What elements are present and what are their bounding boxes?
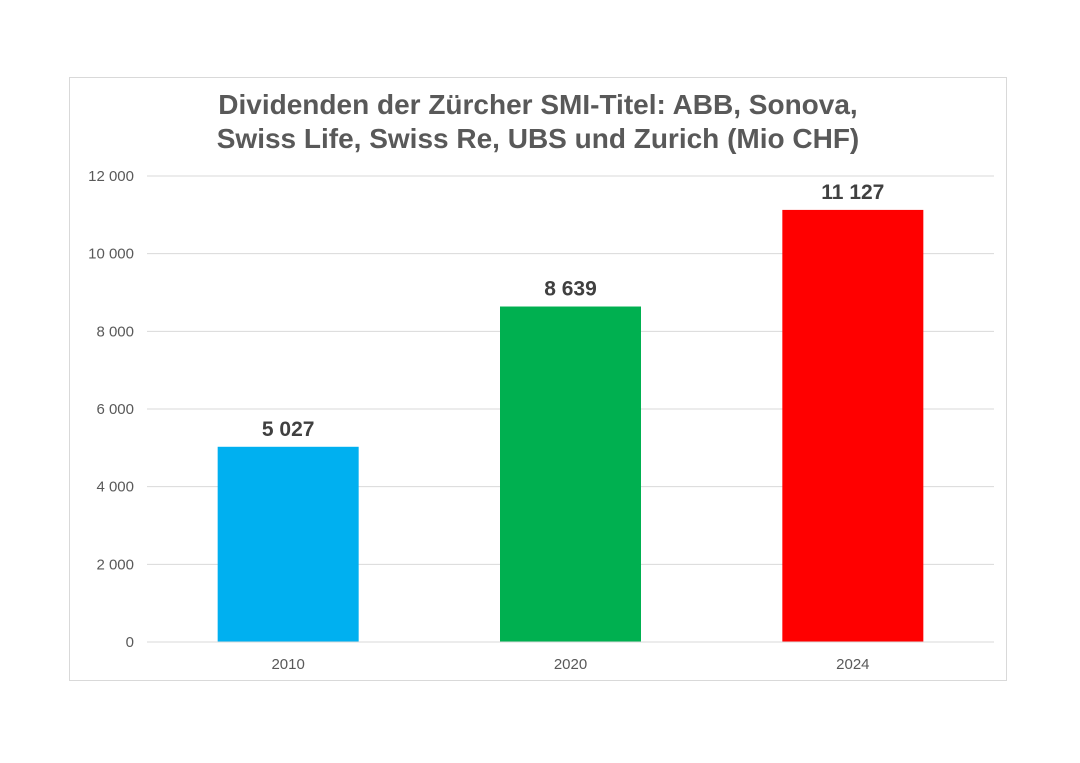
chart-title: Dividenden der Zürcher SMI-Titel: ABB, S…	[69, 88, 1007, 156]
bar-2010	[217, 446, 359, 642]
data-label-2010: 5 027	[262, 418, 315, 441]
bar-2024	[782, 209, 924, 643]
y-tick-label: 4 000	[96, 479, 134, 496]
y-tick-label: 0	[126, 634, 134, 651]
bar-2020	[500, 306, 641, 642]
y-tick-label: 10 000	[88, 246, 134, 263]
y-tick-label: 6 000	[96, 401, 134, 418]
y-tick-label: 12 000	[88, 168, 134, 185]
x-tick-label: 2024	[836, 656, 869, 673]
chart-title-line-1: Dividenden der Zürcher SMI-Titel: ABB, S…	[218, 89, 858, 120]
data-label-2024: 11 127	[821, 181, 884, 204]
chart-title-line-2: Swiss Life, Swiss Re, UBS und Zurich (Mi…	[216, 123, 860, 154]
x-tick-label: 2020	[554, 656, 587, 673]
chart-frame	[69, 77, 1007, 681]
x-tick-label: 2010	[271, 656, 304, 673]
data-label-2020: 8 639	[544, 278, 597, 301]
y-tick-label: 2 000	[96, 556, 134, 573]
y-tick-label: 8 000	[96, 323, 134, 340]
